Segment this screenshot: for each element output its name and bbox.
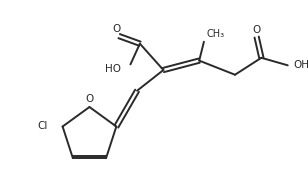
- Text: HO: HO: [105, 64, 121, 74]
- Text: OH: OH: [294, 60, 308, 70]
- Text: O: O: [253, 25, 261, 35]
- Text: CH₃: CH₃: [207, 29, 225, 39]
- Text: Cl: Cl: [37, 121, 47, 131]
- Text: O: O: [112, 24, 120, 34]
- Text: O: O: [85, 94, 94, 104]
